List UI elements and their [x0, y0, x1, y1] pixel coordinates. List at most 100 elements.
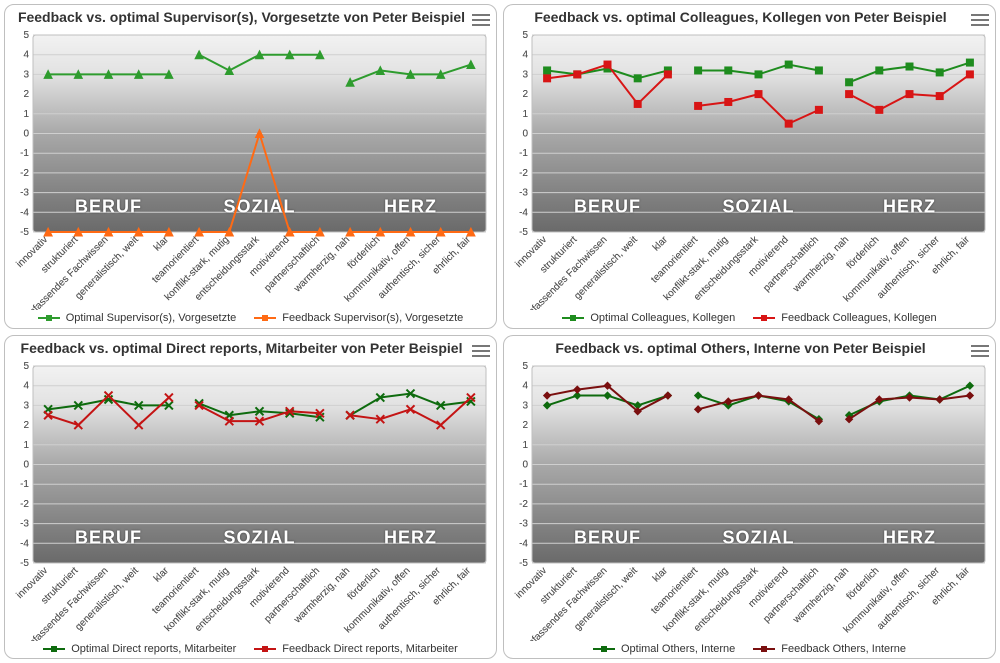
svg-text:partnerschaftlich: partnerschaftlich — [761, 234, 821, 294]
svg-text:-2: -2 — [20, 498, 29, 509]
legend-label: Feedback Supervisor(s), Vorgesetzte — [282, 312, 463, 324]
legend-label: Optimal Others, Interne — [621, 643, 735, 655]
svg-text:2: 2 — [522, 89, 528, 100]
panel-directreports: Feedback vs. optimal Direct reports, Mit… — [4, 335, 497, 660]
svg-text:warmherzig, nah: warmherzig, nah — [790, 565, 851, 626]
panel-directreports-legend: Optimal Direct reports, Mitarbeiter Feed… — [5, 641, 496, 659]
panel-colleagues: Feedback vs. optimal Colleagues, Kollege… — [503, 4, 996, 329]
svg-text:BERUF: BERUF — [75, 527, 142, 547]
svg-text:SOZIAL: SOZIAL — [723, 527, 795, 547]
svg-text:3: 3 — [522, 400, 528, 411]
svg-text:BERUF: BERUF — [574, 196, 641, 216]
svg-text:-3: -3 — [20, 518, 29, 529]
svg-text:3: 3 — [522, 69, 528, 80]
svg-text:-5: -5 — [20, 558, 29, 569]
svg-text:4: 4 — [522, 380, 528, 391]
svg-text:klar: klar — [152, 234, 172, 254]
panel-colleagues-legend: Optimal Colleagues, Kollegen Feedback Co… — [504, 310, 995, 328]
svg-text:klar: klar — [651, 564, 671, 584]
svg-text:-2: -2 — [20, 168, 29, 179]
svg-text:SOZIAL: SOZIAL — [224, 527, 296, 547]
legend-item-optimal-directreports: Optimal Direct reports, Mitarbeiter — [43, 643, 236, 655]
svg-text:warmherzig, nah: warmherzig, nah — [291, 234, 352, 295]
legend-label: Feedback Colleagues, Kollegen — [781, 312, 936, 324]
svg-text:5: 5 — [23, 361, 29, 372]
panel-others-legend: Optimal Others, Interne Feedback Others,… — [504, 641, 995, 659]
svg-text:SOZIAL: SOZIAL — [723, 196, 795, 216]
svg-text:-5: -5 — [519, 227, 528, 238]
panel-others-menu-icon[interactable] — [971, 342, 989, 360]
svg-text:2: 2 — [23, 420, 29, 431]
svg-text:1: 1 — [522, 439, 528, 450]
panel-directreports-menu-icon[interactable] — [472, 342, 490, 360]
legend-label: Feedback Others, Interne — [781, 643, 906, 655]
panel-others: Feedback vs. optimal Others, Interne von… — [503, 335, 996, 660]
svg-text:-5: -5 — [20, 227, 29, 238]
legend-item-optimal-others: Optimal Others, Interne — [593, 643, 735, 655]
svg-text:4: 4 — [522, 50, 528, 61]
svg-text:0: 0 — [23, 459, 29, 470]
svg-text:5: 5 — [23, 30, 29, 41]
svg-text:0: 0 — [23, 129, 29, 140]
svg-text:warmherzig, nah: warmherzig, nah — [790, 234, 851, 295]
legend-label: Optimal Colleagues, Kollegen — [590, 312, 735, 324]
svg-text:partnerschaftlich: partnerschaftlich — [262, 565, 322, 625]
svg-text:3: 3 — [23, 400, 29, 411]
svg-text:HERZ: HERZ — [883, 527, 936, 547]
dashboard-grid: Feedback vs. optimal Supervisor(s), Vorg… — [0, 0, 1000, 663]
panel-supervisors: Feedback vs. optimal Supervisor(s), Vorg… — [4, 4, 497, 329]
svg-text:partnerschaftlich: partnerschaftlich — [262, 234, 322, 294]
svg-text:klar: klar — [651, 234, 671, 254]
legend-label: Optimal Direct reports, Mitarbeiter — [71, 643, 236, 655]
svg-text:2: 2 — [522, 420, 528, 431]
svg-text:HERZ: HERZ — [384, 527, 437, 547]
svg-text:1: 1 — [23, 109, 29, 120]
panel-supervisors-menu-icon[interactable] — [472, 11, 490, 29]
legend-item-optimal-colleagues: Optimal Colleagues, Kollegen — [562, 312, 735, 324]
panel-others-chart: -5-4-3-2-1012345BERUFSOZIALHERZinnovativ… — [504, 360, 995, 641]
svg-text:klar: klar — [152, 564, 172, 584]
svg-text:HERZ: HERZ — [883, 196, 936, 216]
svg-text:2: 2 — [23, 89, 29, 100]
svg-text:0: 0 — [522, 459, 528, 470]
svg-text:BERUF: BERUF — [75, 196, 142, 216]
svg-text:1: 1 — [522, 109, 528, 120]
svg-text:-2: -2 — [519, 168, 528, 179]
svg-text:4: 4 — [23, 50, 29, 61]
legend-item-optimal-supervisors: Optimal Supervisor(s), Vorgesetzte — [38, 312, 237, 324]
panel-colleagues-menu-icon[interactable] — [971, 11, 989, 29]
svg-text:1: 1 — [23, 439, 29, 450]
legend-item-feedback-others: Feedback Others, Interne — [753, 643, 906, 655]
svg-text:-5: -5 — [519, 558, 528, 569]
legend-label: Optimal Supervisor(s), Vorgesetzte — [66, 312, 237, 324]
panel-supervisors-legend: Optimal Supervisor(s), Vorgesetzte Feedb… — [5, 310, 496, 328]
svg-text:3: 3 — [23, 69, 29, 80]
svg-text:4: 4 — [23, 380, 29, 391]
legend-item-feedback-supervisors: Feedback Supervisor(s), Vorgesetzte — [254, 312, 463, 324]
panel-supervisors-title: Feedback vs. optimal Supervisor(s), Vorg… — [11, 9, 472, 25]
panel-others-title: Feedback vs. optimal Others, Interne von… — [510, 340, 971, 356]
legend-item-feedback-directreports: Feedback Direct reports, Mitarbeiter — [254, 643, 457, 655]
svg-text:-1: -1 — [20, 148, 29, 159]
svg-text:-4: -4 — [20, 207, 29, 218]
svg-text:-4: -4 — [20, 538, 29, 549]
svg-text:-3: -3 — [20, 188, 29, 199]
svg-text:-2: -2 — [519, 498, 528, 509]
svg-text:partnerschaftlich: partnerschaftlich — [761, 565, 821, 625]
legend-item-feedback-colleagues: Feedback Colleagues, Kollegen — [753, 312, 936, 324]
panel-directreports-chart: -5-4-3-2-1012345BERUFSOZIALHERZinnovativ… — [5, 360, 496, 641]
svg-text:-1: -1 — [519, 479, 528, 490]
svg-text:-1: -1 — [20, 479, 29, 490]
svg-text:5: 5 — [522, 30, 528, 41]
svg-text:-1: -1 — [519, 148, 528, 159]
svg-text:-3: -3 — [519, 518, 528, 529]
svg-text:-4: -4 — [519, 538, 528, 549]
panel-supervisors-chart: -5-4-3-2-1012345BERUFSOZIALHERZinnovativ… — [5, 29, 496, 310]
svg-text:BERUF: BERUF — [574, 527, 641, 547]
svg-text:-3: -3 — [519, 188, 528, 199]
panel-directreports-title: Feedback vs. optimal Direct reports, Mit… — [11, 340, 472, 356]
svg-text:HERZ: HERZ — [384, 196, 437, 216]
svg-text:5: 5 — [522, 361, 528, 372]
legend-label: Feedback Direct reports, Mitarbeiter — [282, 643, 457, 655]
svg-text:0: 0 — [522, 129, 528, 140]
